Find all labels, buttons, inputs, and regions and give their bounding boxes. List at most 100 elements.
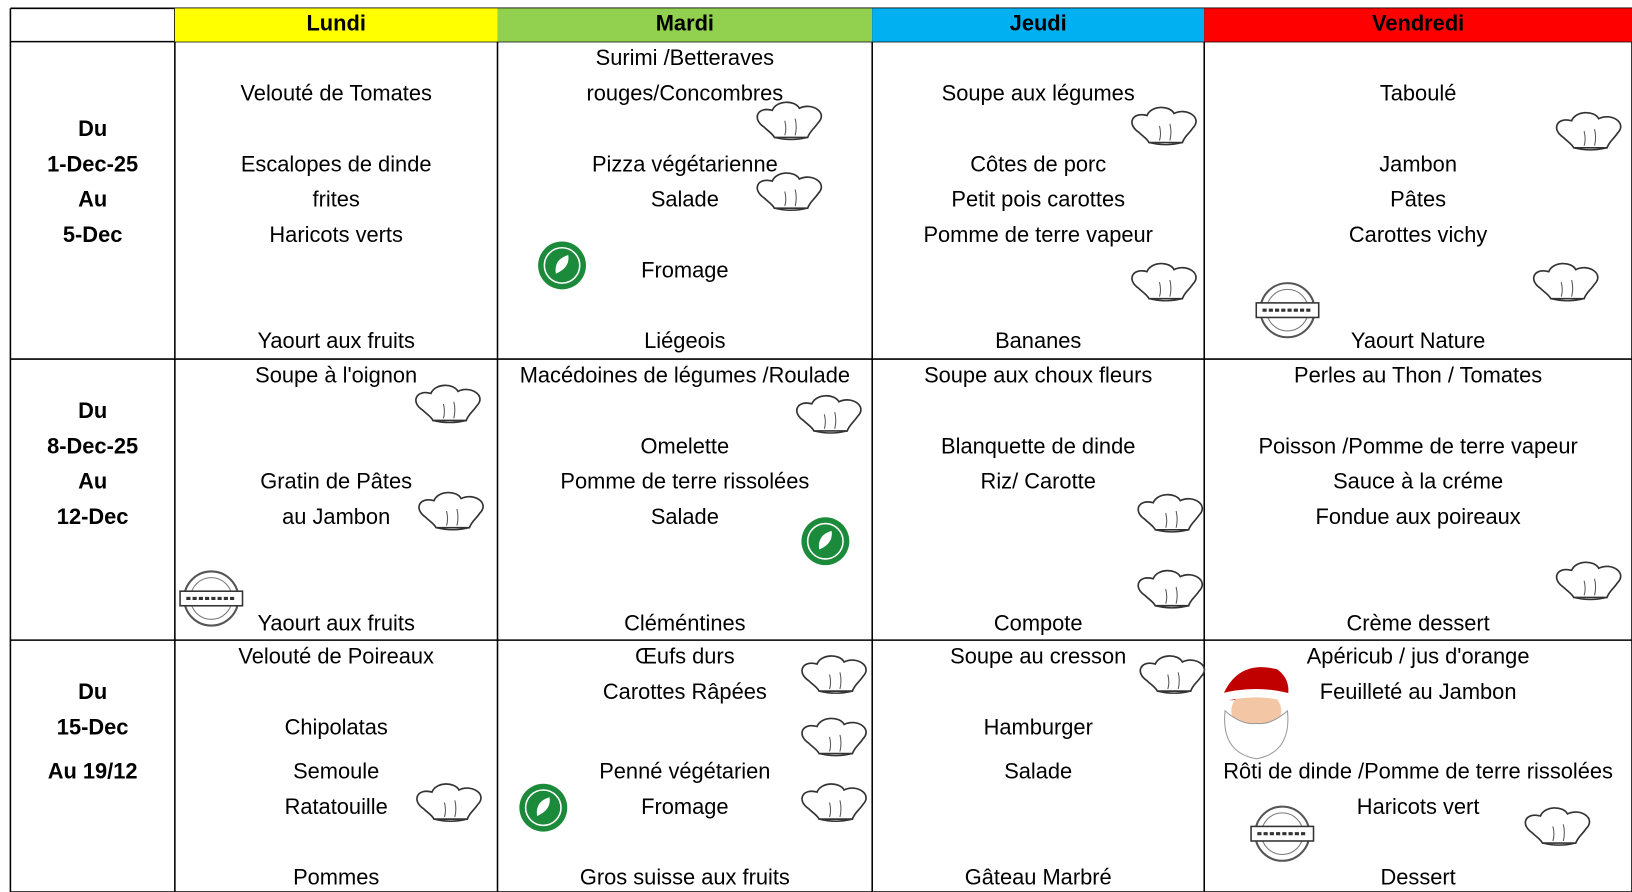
santa-face: [1231, 690, 1282, 732]
menu-item: Velouté de Poireaux: [238, 644, 434, 669]
menu-item: Taboulé: [1380, 80, 1457, 105]
menu-item: Hamburger: [984, 714, 1093, 739]
menu-item: Fromage: [641, 794, 728, 819]
day-header: Mardi: [656, 11, 714, 36]
menu-item: Salade: [651, 504, 719, 529]
menu-item: Fondue aux poireaux: [1315, 504, 1520, 529]
santa-icon: [1217, 667, 1293, 760]
header-cell: [872, 8, 1205, 42]
santa-brim: [1217, 689, 1293, 703]
day-header: Lundi: [306, 11, 365, 36]
menu-item: Yaourt aux fruits: [257, 328, 415, 353]
week-label: 5-Dec: [63, 222, 123, 247]
week-label: Au 19/12: [48, 759, 138, 784]
chef-hat-icon: [801, 717, 867, 757]
menu-item: Poisson /Pomme de terre vapeur: [1258, 433, 1577, 458]
chef-hat-icon: [795, 394, 862, 434]
vegetarian-logo: [800, 516, 851, 566]
chef-hat-icon: [1137, 569, 1204, 609]
menu-item: Riz/ Carotte: [981, 469, 1096, 494]
menu-item: Apéricub / jus d'orange: [1307, 644, 1530, 669]
week-label: Du: [78, 398, 107, 423]
menu-item: Soupe aux légumes: [942, 80, 1135, 105]
menu-item: Salade: [1004, 759, 1072, 784]
menu-item: Cléméntines: [624, 610, 745, 635]
chef-hat-icon: [801, 783, 867, 823]
santa-beard: [1224, 709, 1289, 760]
menu-item: Compote: [994, 610, 1083, 635]
header-cell: [174, 8, 498, 42]
menu-item: Haricots verts: [269, 222, 403, 247]
menu-item: Yaourt aux fruits: [257, 610, 415, 635]
week-label: Du: [78, 116, 107, 141]
week-label: Au: [78, 469, 107, 494]
menu-item: Gratin de Pâtes: [260, 469, 412, 494]
menu-item: Œufs durs: [635, 644, 735, 669]
week-label: 8-Dec-25: [47, 433, 138, 458]
chef-hat-icon: [1139, 655, 1206, 695]
menu-item: Perles au Thon / Tomates: [1294, 363, 1542, 388]
menu-item: Chipolatas: [285, 714, 388, 739]
menu-item: frites: [313, 187, 360, 212]
chef-hat-icon: [1555, 111, 1622, 151]
menu-item: Liégeois: [644, 328, 725, 353]
menu-item: Salade: [651, 187, 719, 212]
menu-item: Gâteau Marbré: [965, 865, 1112, 890]
menu-item: Pizza végétarienne: [592, 151, 778, 176]
menu-item: Carottes vichy: [1349, 222, 1487, 247]
menu-item: Rôti de dinde /Pomme de terre rissolées: [1223, 759, 1613, 784]
menu-item: Soupe au cresson: [950, 644, 1126, 669]
menu-item: Dessert: [1380, 865, 1455, 890]
menu-item: Surimi /Betteraves: [596, 45, 775, 70]
week-label: 12-Dec: [57, 504, 129, 529]
menu-item: Crème dessert: [1346, 610, 1489, 635]
chef-hat-icon: [1131, 106, 1197, 146]
menu-item: Petit pois carottes: [951, 187, 1125, 212]
header-cell: [1204, 8, 1632, 42]
menu-item: Côtes de porc: [970, 151, 1106, 176]
vegetarian-logo: [518, 782, 569, 833]
menu-item: Gros suisse aux fruits: [580, 865, 790, 890]
menu-item: Velouté de Tomates: [240, 80, 432, 105]
menu-item: Omelette: [641, 433, 730, 458]
chef-hat-icon: [1524, 807, 1591, 846]
menu-item: Penné végétarien: [599, 759, 770, 784]
chef-hat-icon: [1555, 561, 1622, 601]
menu-item: Jambon: [1379, 151, 1457, 176]
week-label: Du: [78, 679, 107, 704]
chef-hat-icon: [756, 101, 823, 141]
menu-item: Yaourt Nature: [1351, 328, 1485, 353]
chef-hat-icon: [416, 783, 482, 823]
menu-item: Pomme de terre vapeur: [923, 222, 1152, 247]
menu-item: Pâtes: [1390, 187, 1446, 212]
chef-hat-icon: [418, 491, 484, 531]
local-products-badge: [1254, 281, 1321, 339]
local-products-badge: [1249, 805, 1316, 863]
menu-item: Feuilleté au Jambon: [1320, 679, 1517, 704]
menu-item: Sauce à la créme: [1333, 469, 1503, 494]
local-products-badge: [178, 569, 245, 628]
menu-item: au Jambon: [282, 504, 390, 529]
menu-item: Macédoines de légumes /Roulade: [520, 363, 850, 388]
week-label: 1-Dec-25: [47, 151, 138, 176]
menu-item: Fromage: [641, 257, 728, 282]
menu-item: Bananes: [995, 328, 1081, 353]
menu-item: Pomme de terre rissolées: [560, 469, 809, 494]
chef-hat-icon: [1131, 262, 1197, 302]
menu-item: Soupe à l'oignon: [255, 363, 417, 388]
menu-item: rouges/Concombres: [587, 80, 784, 105]
chef-hat-icon: [1532, 262, 1599, 302]
chef-hat-icon: [415, 384, 481, 424]
day-header: Vendredi: [1372, 11, 1464, 36]
menu-item: Pommes: [293, 865, 379, 890]
chef-hat-icon: [801, 655, 867, 695]
vegetarian-logo: [537, 240, 587, 291]
chef-hat-icon: [1137, 493, 1204, 533]
menu-item: Soupe aux choux fleurs: [924, 363, 1152, 388]
menu-item: Blanquette de dinde: [941, 433, 1135, 458]
menu-item: Carottes Râpées: [603, 679, 767, 704]
day-header: Jeudi: [1010, 11, 1067, 36]
menu-item: Ratatouille: [285, 794, 388, 819]
